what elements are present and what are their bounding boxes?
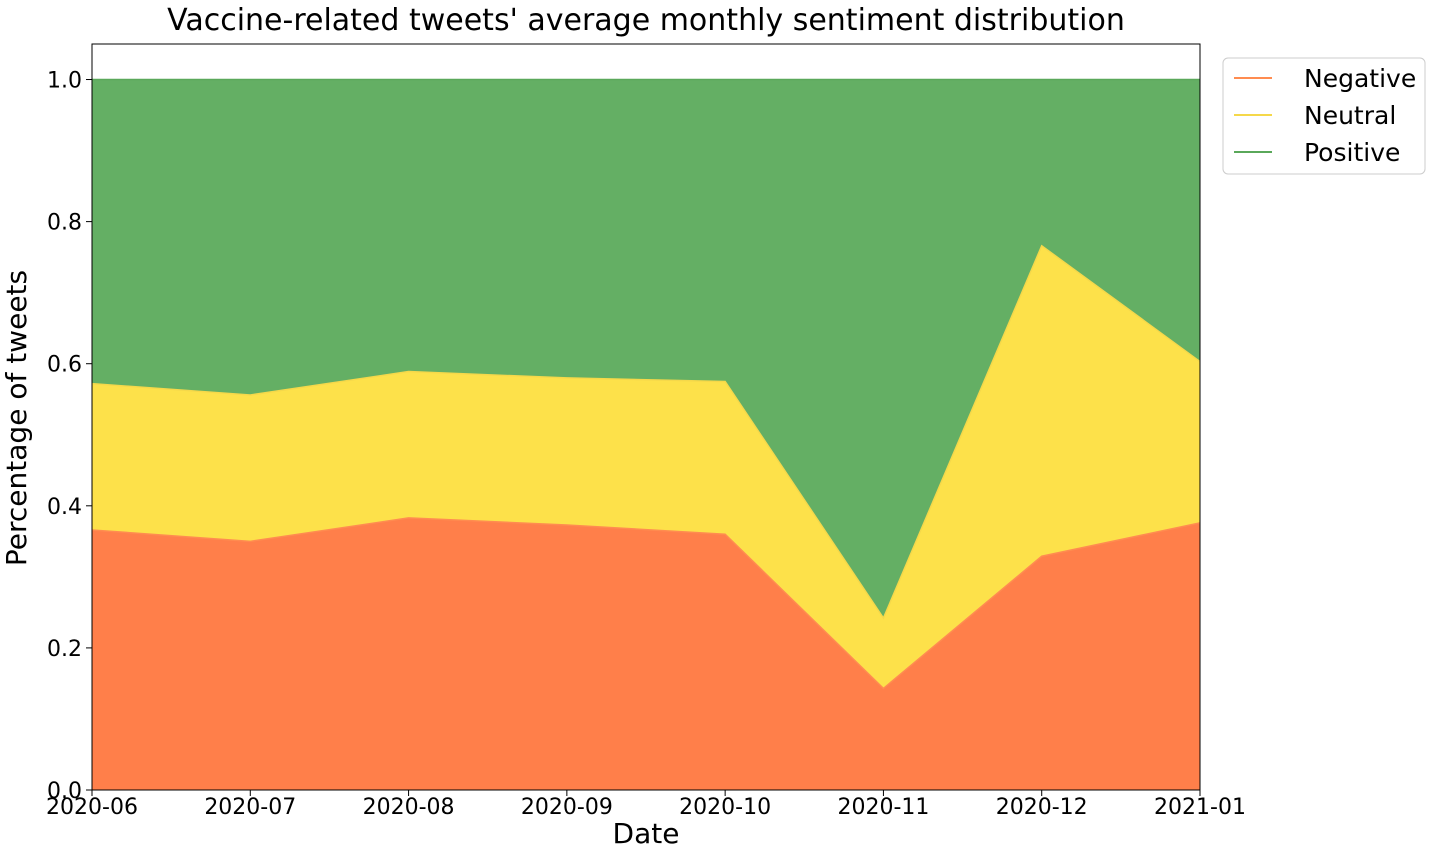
legend-label-neutral: Neutral (1304, 101, 1396, 130)
x-tick-label: 2020-09 (521, 795, 613, 820)
y-tick-label: 0.8 (47, 211, 82, 236)
line-neutral (91, 244, 1201, 620)
y-tick-label: 0.2 (47, 637, 82, 662)
y-tick-label: 0.4 (47, 495, 82, 520)
x-tick-label: 2020-11 (837, 795, 929, 820)
x-tick-label: 2020-06 (46, 795, 138, 820)
x-tick-label: 2020-12 (996, 795, 1088, 820)
legend-label-negative: Negative (1304, 64, 1416, 93)
legend-label-positive: Positive (1304, 138, 1400, 167)
line-negative (91, 517, 1201, 690)
legend-box (1222, 57, 1426, 175)
x-tick-label: 2020-07 (204, 795, 296, 820)
legend: Negative Neutral Positive (1222, 57, 1426, 175)
area-layers (91, 78, 1201, 790)
x-axis-label: Date (613, 817, 680, 850)
y-axis-label: Percentage of tweets (0, 270, 33, 566)
x-tick-label: 2020-08 (363, 795, 455, 820)
area-positive (92, 79, 1200, 619)
y-tick-label: 1.0 (47, 69, 82, 94)
area-negative (92, 517, 1200, 790)
y-tick-label: 0.0 (47, 779, 82, 804)
y-tick-label: 0.6 (47, 353, 82, 378)
chart-title: Vaccine-related tweets' average monthly … (167, 3, 1125, 38)
area-neutral (92, 245, 1200, 689)
axes: 2020-06 2020-07 2020-08 2020-09 2020-10 2020-… (46, 43, 1246, 820)
x-tick-label: 2021-01 (1154, 795, 1246, 820)
x-tick-label: 2020-10 (679, 795, 771, 820)
plot-frame (91, 43, 1201, 791)
